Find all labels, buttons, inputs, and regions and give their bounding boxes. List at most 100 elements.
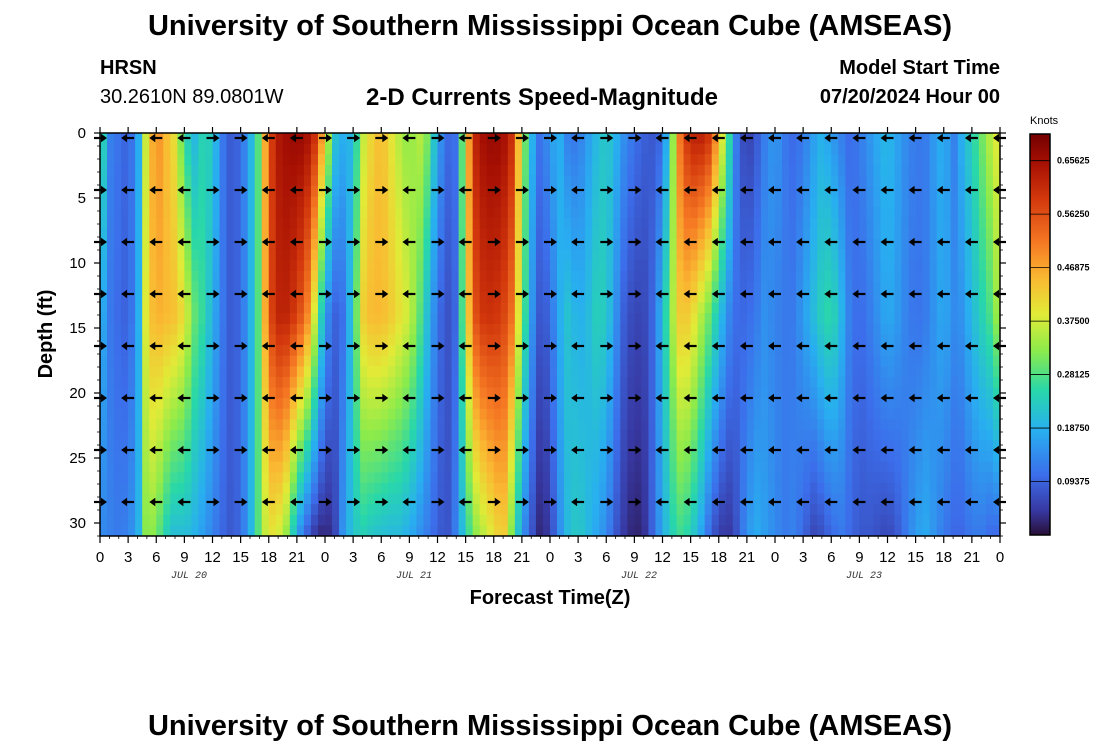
heatmap-cell [528,525,537,536]
heatmap-cell [205,143,214,155]
heatmap-cell [767,451,776,463]
heatmap-cell [887,472,896,484]
heatmap-cell [852,143,860,155]
heatmap-cell [711,472,720,484]
heatmap-cell [964,154,973,166]
heatmap-cell [423,408,432,420]
heatmap-cell [332,376,340,389]
heatmap-cell [746,281,755,293]
heatmap-cell [866,133,875,145]
heatmap-cell [212,472,221,484]
heatmap-cell [655,175,664,187]
heatmap-cell [760,196,769,208]
heatmap-cell [282,217,291,230]
heatmap-cell [254,408,263,420]
current-arrow [261,497,275,507]
heatmap-cell [550,249,558,261]
heatmap-cell [803,345,811,357]
heatmap-cell [887,302,896,314]
heatmap-cell [592,493,600,505]
heatmap-cell [409,270,418,283]
heatmap-cell [416,143,425,155]
heatmap-cell [479,133,488,145]
heatmap-cell [282,175,291,187]
heatmap-cell [880,302,889,314]
heatmap-cell [585,228,593,240]
heatmap-cell [908,429,917,442]
heatmap-cell [444,504,453,516]
heatmap-cell [599,239,607,251]
heatmap-cell [936,355,945,367]
heatmap-cell [697,387,706,399]
heatmap-cell [114,429,122,442]
heatmap-cell [303,133,312,145]
heatmap-cell [824,504,832,516]
heatmap-cell [796,461,804,473]
heatmap-cell [859,366,868,378]
heatmap-cell [585,270,593,283]
heatmap-cell [810,387,818,399]
heatmap-cell [317,461,326,473]
heatmap-cell [845,440,853,452]
heatmap-cell [486,186,495,198]
heatmap-cell [226,164,235,177]
heatmap-cell [564,376,572,389]
heatmap-cell [170,143,178,155]
heatmap-cell [219,366,228,378]
heatmap-cell [493,345,502,357]
heatmap-cell [817,398,825,410]
heatmap-cell [571,387,579,399]
heatmap-cell [901,345,910,357]
heatmap-cell [423,186,432,198]
heatmap-cell [838,207,846,219]
heatmap-cell [388,143,396,155]
heatmap-cell [163,419,171,431]
heatmap-cell [690,270,699,283]
heatmap-cell [296,514,305,526]
heatmap-cell [760,376,769,389]
heatmap-cell [303,440,312,452]
heatmap-cell [803,239,811,251]
heatmap-cell [817,281,825,293]
heatmap-cell [929,249,938,261]
heatmap-cell [205,186,214,198]
heatmap-cell [289,228,298,240]
heatmap-cell [240,164,249,177]
heatmap-cell [662,302,671,314]
heatmap-cell [296,186,305,198]
heatmap-cell [226,313,235,325]
heatmap-cell [950,281,959,293]
page-title: University of Southern Mississippi Ocean… [147,10,953,42]
heatmap-cell [831,334,839,346]
heatmap-cell [824,440,832,452]
heatmap-cell [634,429,643,442]
heatmap-cell [275,196,284,208]
heatmap-cell [992,164,1000,177]
heatmap-cell [395,355,403,367]
heatmap-cell [557,323,565,336]
heatmap-cell [170,292,178,304]
heatmap-cell [915,164,924,177]
heatmap-cell [852,440,860,452]
heatmap-cell [838,313,846,325]
heatmap-cell [226,461,235,473]
heatmap-cell [950,186,959,198]
heatmap-cell [535,175,544,187]
station-name: HRSN [100,57,157,79]
heatmap-cell [247,186,256,198]
heatmap-cell [170,472,178,484]
heatmap-cell [634,482,643,495]
heatmap-cell [859,514,868,526]
heatmap-cell [915,482,924,495]
heatmap-cell [697,217,706,230]
heatmap-cell [873,196,882,208]
heatmap-cell [451,514,460,526]
heatmap-cell [535,281,544,293]
heatmap-cell [325,376,333,389]
heatmap-cell [303,164,312,177]
heatmap-cell [690,472,699,484]
heatmap-cell [423,270,432,283]
heatmap-cell [950,355,959,367]
heatmap-cell [550,482,558,495]
heatmap-cell [268,217,277,230]
